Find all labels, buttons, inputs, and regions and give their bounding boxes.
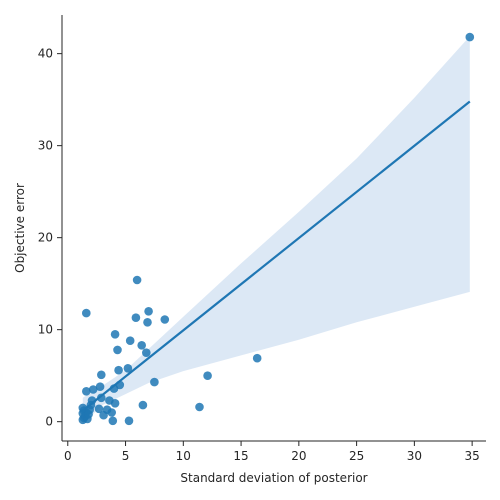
data-point — [88, 385, 98, 394]
data-point — [113, 345, 122, 355]
data-point — [110, 399, 120, 408]
confidence-band-layer — [82, 36, 470, 425]
y-tick-label: 10 — [38, 323, 53, 337]
data-point — [94, 404, 104, 414]
data-point — [465, 32, 475, 42]
axes-layer: 0 5 10 15 20 25 30 35 0 10 20 30 40 — [38, 15, 486, 463]
data-point — [115, 380, 125, 390]
data-point — [78, 403, 88, 413]
data-point — [108, 416, 118, 426]
data-point — [203, 371, 212, 381]
data-point — [137, 341, 146, 350]
x-tick-label: 35 — [464, 449, 479, 463]
data-point — [150, 377, 159, 387]
y-tick-label: 40 — [38, 47, 53, 61]
regression-line — [82, 100, 471, 412]
data-point — [82, 387, 91, 396]
y-axis-label: Objective error — [13, 183, 27, 273]
x-tick-label: 0 — [64, 449, 72, 463]
data-point — [143, 318, 152, 327]
data-point — [131, 313, 141, 323]
data-point — [132, 275, 142, 285]
x-tick-label: 10 — [176, 449, 191, 463]
data-point — [95, 382, 105, 392]
x-tick-label: 20 — [291, 449, 306, 463]
regression-line-layer — [82, 100, 471, 412]
data-point — [252, 353, 262, 363]
data-point — [144, 307, 153, 316]
data-point — [97, 370, 106, 380]
data-point — [124, 416, 134, 426]
y-tick-label: 0 — [45, 415, 53, 429]
y-tick-label: 30 — [38, 139, 53, 153]
data-point — [195, 402, 204, 412]
data-point — [87, 396, 97, 405]
data-point — [110, 330, 120, 339]
x-axis-label: Standard deviation of posterior — [180, 471, 367, 485]
data-point — [138, 400, 148, 410]
data-point — [160, 315, 170, 324]
data-points-layer — [78, 32, 475, 426]
data-point — [123, 364, 133, 373]
data-point — [125, 336, 135, 346]
y-tick-label: 20 — [38, 231, 53, 245]
x-tick-label: 5 — [122, 449, 130, 463]
x-tick-label: 15 — [233, 449, 248, 463]
data-point — [82, 308, 91, 318]
confidence-band — [82, 36, 470, 425]
x-tick-label: 25 — [349, 449, 364, 463]
data-point — [97, 393, 106, 403]
data-point — [107, 408, 116, 417]
x-tick-label: 30 — [407, 449, 422, 463]
data-point — [142, 348, 151, 358]
data-point — [114, 365, 123, 375]
